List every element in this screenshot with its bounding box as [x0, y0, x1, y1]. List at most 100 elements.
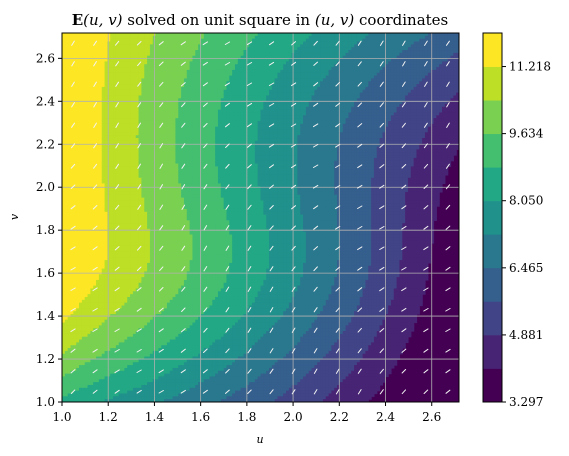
contour-cell	[223, 55, 228, 60]
contour-cell	[257, 47, 262, 51]
contour-cell	[149, 55, 154, 60]
contour-cell	[339, 44, 344, 48]
contour-cell	[144, 38, 148, 43]
contour-cell	[382, 52, 386, 57]
contour-cell	[161, 50, 165, 54]
contour-cell	[444, 52, 449, 57]
contour-cell	[300, 44, 304, 48]
contour-cell	[274, 55, 279, 60]
contour-cell	[141, 41, 145, 45]
contour-cell	[234, 47, 239, 51]
contour-cell	[169, 47, 174, 51]
contour-cell	[249, 47, 253, 51]
contour-cell	[220, 44, 225, 48]
contour-cell	[98, 41, 103, 45]
contour-cell	[246, 35, 250, 40]
contour-cell	[254, 55, 259, 60]
contour-cell	[212, 38, 216, 43]
contour-cell	[178, 41, 182, 45]
contour-cell	[356, 38, 361, 43]
contour-cell	[138, 47, 142, 51]
contour-cell	[286, 52, 290, 57]
contour-cell	[192, 47, 196, 51]
contour-cell	[359, 35, 364, 40]
contour-cell	[419, 41, 423, 45]
contour-cell	[110, 33, 114, 37]
contour-cell	[161, 55, 165, 60]
contour-cell	[294, 33, 298, 37]
contour-cell	[419, 33, 423, 37]
contour-cell	[62, 33, 66, 37]
contour-cell	[254, 52, 259, 57]
contour-cell	[422, 35, 426, 40]
contour-cell	[135, 35, 140, 40]
contour-cell	[200, 35, 205, 40]
contour-cell	[345, 35, 350, 40]
contour-cell	[266, 33, 270, 37]
contour-cell	[407, 50, 412, 54]
contour-cell	[130, 50, 134, 54]
contour-cell	[314, 47, 318, 51]
contour-cell	[345, 47, 350, 51]
contour-cell	[189, 38, 194, 43]
contour-cell	[410, 33, 415, 37]
contour-cell	[311, 52, 315, 57]
contour-cell	[169, 33, 174, 37]
contour-cell	[396, 47, 401, 51]
contour-cell	[453, 33, 457, 37]
contour-cell	[405, 38, 409, 43]
contour-cell	[164, 44, 168, 48]
contour-cell	[217, 35, 222, 40]
contour-cell	[424, 38, 429, 43]
contour-cell	[413, 35, 418, 40]
contour-cell	[93, 35, 97, 40]
contour-cell	[127, 35, 131, 40]
contour-cell	[325, 38, 330, 43]
contour-cell	[243, 33, 247, 37]
contour-cell	[200, 44, 205, 48]
contour-cell	[203, 50, 208, 54]
contour-cell	[101, 52, 106, 57]
contour-cell	[249, 50, 253, 54]
contour-cell	[130, 38, 134, 43]
contour-cell	[81, 44, 86, 48]
contour-cell	[433, 33, 437, 37]
contour-cell	[246, 47, 250, 51]
contour-cell	[192, 38, 196, 43]
contour-cell	[260, 38, 264, 43]
contour-cell	[237, 44, 242, 48]
contour-cell	[198, 44, 202, 48]
contour-cell	[416, 47, 420, 51]
contour-cell	[354, 55, 358, 60]
contour-cell	[220, 47, 225, 51]
contour-cell	[172, 35, 177, 40]
contour-cell	[436, 47, 440, 51]
contour-cell	[430, 44, 435, 48]
contour-cell	[410, 35, 415, 40]
contour-cell	[161, 47, 165, 51]
contour-cell	[67, 44, 72, 48]
contour-cell	[183, 38, 188, 43]
contour-cell	[209, 33, 213, 37]
contour-cell	[172, 50, 177, 54]
contour-cell	[283, 44, 287, 48]
contour-cell	[104, 35, 108, 40]
contour-cell	[101, 38, 106, 43]
contour-cell	[413, 38, 418, 43]
contour-cell	[164, 47, 168, 51]
contour-cell	[271, 55, 276, 60]
contour-cell	[229, 35, 233, 40]
contour-cell	[376, 44, 381, 48]
contour-cell	[331, 35, 335, 40]
contour-cell	[277, 38, 281, 43]
contour-cell	[342, 35, 347, 40]
contour-cell	[396, 38, 401, 43]
contour-cell	[144, 55, 148, 60]
contour-cell	[84, 38, 89, 43]
contour-cell	[243, 52, 247, 57]
contour-cell	[147, 52, 151, 57]
contour-cell	[402, 44, 406, 48]
contour-cell	[311, 41, 315, 45]
contour-cell	[280, 50, 284, 54]
contour-cell	[280, 55, 284, 60]
